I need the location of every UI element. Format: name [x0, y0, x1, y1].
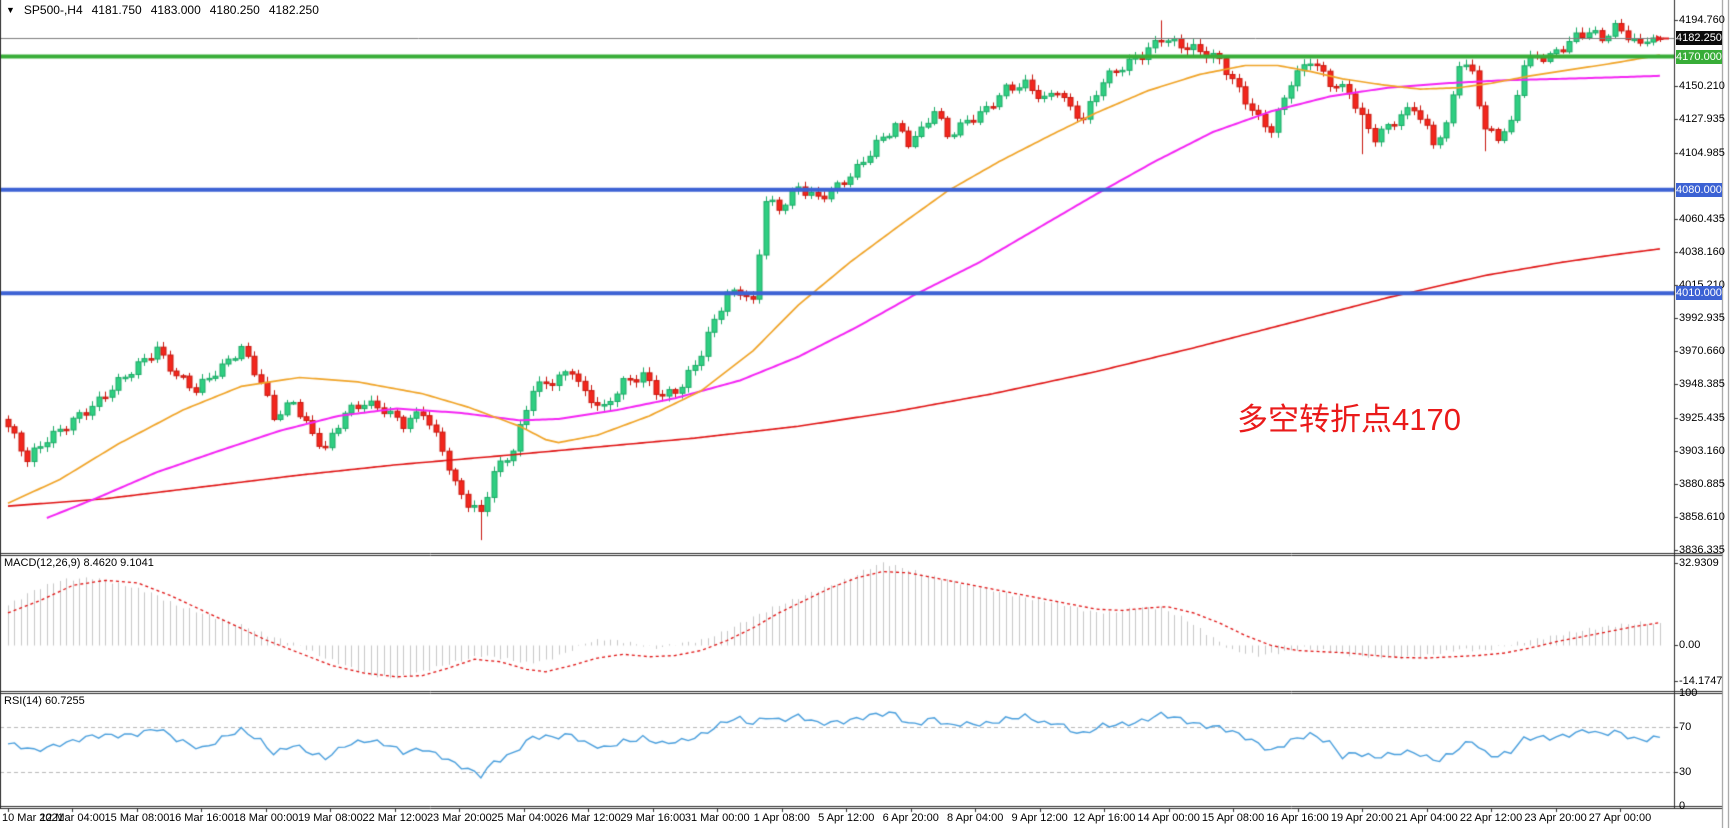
time-tick-label: 5 Apr 12:00: [818, 812, 875, 824]
time-tick-label: 31 Mar 00:00: [684, 812, 750, 824]
last-price-label: 4182.250: [1676, 31, 1722, 46]
price-tick-label: 3880.885: [1679, 478, 1725, 491]
ohlc-high: 4183.000: [150, 3, 201, 17]
time-tick-label: 9 Apr 12:00: [1011, 812, 1068, 824]
time-tick-label: 22 Apr 12:00: [1459, 812, 1523, 824]
symbol-period-label: SP500-,H4: [23, 3, 83, 17]
time-tick-label: 12 Mar 04:00: [40, 812, 105, 824]
level-label-4170: 4170.000: [1676, 49, 1722, 64]
level-label-4010: 4010.000: [1676, 286, 1722, 301]
price-tick-label: 4127.935: [1679, 112, 1725, 125]
time-tick-label: 23 Mar 20:00: [426, 812, 492, 824]
price-tick-label: 4104.985: [1679, 146, 1725, 159]
price-tick-label: 3970.660: [1679, 345, 1725, 358]
time-tick-label: 15 Mar 08:00: [104, 812, 170, 824]
time-tick-label: 14 Apr 00:00: [1137, 812, 1200, 824]
time-tick-label: 29 Mar 16:00: [620, 812, 686, 824]
macd-indicator-label: MACD(12,26,9) 8.4620 9.1041: [4, 557, 154, 569]
time-tick-label: 21 Apr 04:00: [1395, 812, 1458, 824]
price-tick-label: 3925.435: [1679, 412, 1725, 425]
ohlc-close: 4182.250: [268, 3, 319, 17]
time-tick-label: 6 Apr 20:00: [882, 812, 939, 824]
time-tick-label: 23 Apr 20:00: [1524, 812, 1587, 824]
price-tick-label: 3836.335: [1679, 544, 1725, 556]
rsi-tick-label: 70: [1679, 720, 1692, 733]
rsi-tick-label: 100: [1679, 687, 1698, 699]
price-tick-label: 4060.435: [1679, 212, 1725, 225]
annotation-text[interactable]: 多空转折点4170: [1237, 402, 1461, 437]
price-tick-label: 3858.610: [1679, 511, 1725, 524]
ohlc-open: 4181.750: [91, 3, 142, 17]
price-tick-label: 4038.160: [1679, 245, 1725, 258]
level-label-4080: 4080.000: [1676, 182, 1722, 197]
time-tick-label: 16 Apr 16:00: [1266, 812, 1329, 824]
ohlc-low: 4180.250: [209, 3, 260, 17]
macd-tick-label: 32.9309: [1679, 557, 1719, 569]
price-tick-label: 3948.385: [1679, 378, 1725, 391]
price-tick-label: 4150.210: [1679, 79, 1725, 92]
time-tick-label: 19 Apr 20:00: [1330, 812, 1394, 824]
rsi-indicator-label: RSI(14) 60.7255: [4, 695, 85, 707]
price-tick-label: 4194.760: [1679, 14, 1725, 26]
time-tick-label: 16 Mar 16:00: [169, 812, 234, 824]
time-tick-label: 8 Apr 04:00: [947, 812, 1004, 824]
chart-header: ▼ SP500-,H4 4181.750 4183.000 4180.250 4…: [6, 3, 319, 17]
time-tick-label: 25 Mar 04:00: [491, 812, 557, 824]
rsi-tick-label: 30: [1679, 766, 1692, 779]
macd-tick-label: 0.00: [1679, 639, 1701, 652]
price-tick-label: 3903.160: [1679, 445, 1725, 458]
price-tick-label: 3992.935: [1679, 312, 1725, 325]
macd-tick-label: -14.1747: [1679, 675, 1723, 687]
rsi-tick-label: 0: [1679, 800, 1686, 812]
time-tick-label: 19 Mar 08:00: [297, 812, 363, 824]
time-tick-label: 18 Mar 00:00: [233, 812, 299, 824]
time-tick-label: 27 Apr 00:00: [1588, 812, 1652, 824]
time-tick-label: 12 Apr 16:00: [1072, 812, 1136, 824]
time-tick-label: 26 Mar 12:00: [555, 812, 621, 824]
time-tick-label: 10 Mar 2021: [2, 812, 64, 824]
time-tick-label: 22 Mar 12:00: [362, 812, 428, 824]
time-tick-label: 1 Apr 08:00: [753, 812, 810, 824]
symbol-dropdown-icon[interactable]: ▼: [6, 5, 15, 15]
time-tick-label: 15 Apr 08:00: [1201, 812, 1265, 824]
